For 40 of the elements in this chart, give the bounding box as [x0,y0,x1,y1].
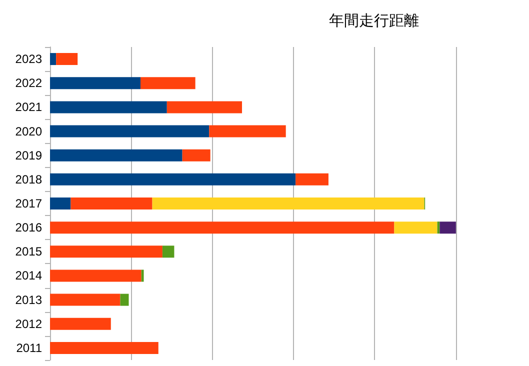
y-tick-label: 2012 [15,316,42,331]
bar [162,246,174,258]
bar [50,149,182,162]
y-tick-label: 2016 [15,220,42,235]
bar [50,222,394,234]
bar [166,101,242,114]
bar [182,149,210,162]
bar [50,294,120,306]
chart-title: 年間走行距離 [329,12,419,30]
bar [50,77,141,90]
bar [50,246,162,258]
bar [209,125,286,138]
y-tick-label: 2023 [15,52,42,66]
y-tick-label: 2014 [15,268,42,283]
y-tick-label: 2020 [15,124,42,138]
y-tick-label: 2022 [15,76,42,90]
bar [141,270,144,282]
bar [56,53,78,66]
bar [50,101,167,114]
bar [50,270,142,282]
bar [440,222,456,234]
bar [140,77,196,90]
bar [50,198,71,210]
bar [120,294,129,306]
bar [50,125,210,138]
y-tick-label: 2021 [15,100,42,114]
bar [50,53,56,66]
y-tick-label: 2017 [15,196,42,210]
bar [70,198,152,210]
bar [50,342,158,354]
y-tick-label: 2013 [15,292,42,307]
bar [152,198,424,210]
y-tick-label: 2015 [15,244,42,259]
y-tick-label: 2011 [16,340,42,355]
bar [394,222,438,234]
bar [296,173,328,186]
bar [50,173,296,186]
y-tick-label: 2019 [15,148,42,162]
y-tick-label: 2018 [15,172,42,186]
bar [50,318,111,330]
